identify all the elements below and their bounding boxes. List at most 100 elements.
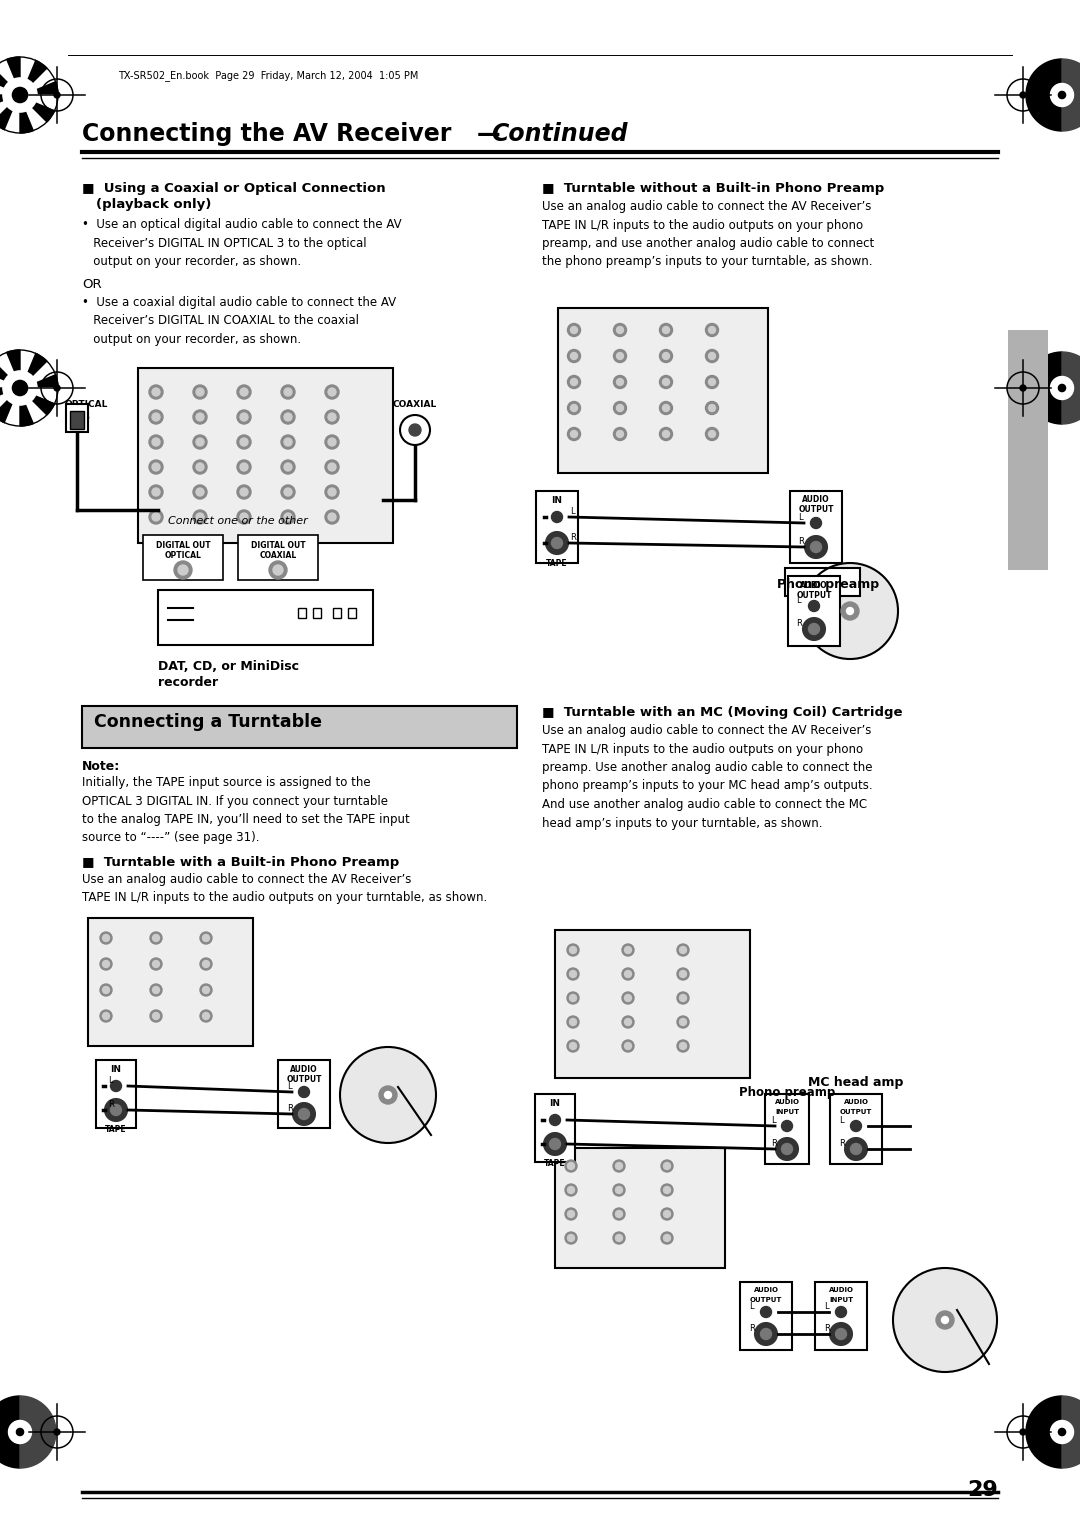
Polygon shape [21,388,55,415]
Circle shape [150,983,162,996]
Circle shape [809,600,820,611]
Text: ■  Using a Coaxial or Optical Connection: ■ Using a Coaxial or Optical Connection [82,182,386,195]
Text: MC head amp: MC head amp [808,1077,904,1089]
Text: OR: OR [82,278,102,292]
Circle shape [622,968,634,980]
Circle shape [100,1009,112,1022]
Circle shape [544,1133,566,1154]
Circle shape [3,78,37,111]
Circle shape [1051,1420,1074,1443]
Circle shape [149,435,163,449]
Polygon shape [0,81,21,95]
Circle shape [195,388,204,395]
Circle shape [328,438,336,446]
Circle shape [616,1211,622,1217]
Text: —: — [477,122,501,147]
Polygon shape [21,360,55,388]
Circle shape [565,1183,577,1196]
Circle shape [661,1208,673,1220]
Bar [740,1283,792,1350]
Text: DIGITAL OUT: DIGITAL OUT [156,541,211,550]
Circle shape [570,379,578,385]
Circle shape [661,1232,673,1245]
Circle shape [237,486,251,499]
Polygon shape [0,95,21,122]
Circle shape [567,993,579,1003]
Circle shape [328,489,336,496]
Circle shape [617,405,623,411]
Circle shape [851,1144,862,1154]
Text: OUTPUT: OUTPUT [750,1296,782,1303]
Circle shape [613,428,626,440]
Circle shape [203,986,210,994]
Circle shape [237,435,251,449]
Polygon shape [21,388,46,423]
Circle shape [193,435,207,449]
Text: OPTICAL: OPTICAL [164,551,202,560]
Circle shape [841,602,859,620]
Circle shape [705,324,718,336]
Circle shape [663,1211,671,1217]
Circle shape [782,1144,793,1154]
Circle shape [328,513,336,521]
Polygon shape [0,60,21,95]
Circle shape [281,411,295,425]
Circle shape [298,1109,310,1119]
Circle shape [12,87,28,102]
Circle shape [273,565,283,576]
Text: R: R [798,538,804,547]
Circle shape [284,463,292,470]
Text: R: R [839,1139,845,1148]
Circle shape [325,435,339,449]
Circle shape [805,536,827,557]
Circle shape [269,560,287,579]
Circle shape [340,1048,436,1144]
Polygon shape [21,95,58,110]
Circle shape [552,512,563,522]
Circle shape [567,1040,579,1052]
Circle shape [782,1121,793,1132]
Bar [66,405,87,432]
Circle shape [936,1312,954,1328]
Circle shape [755,1322,777,1345]
Circle shape [178,565,188,576]
Polygon shape [21,69,55,95]
Circle shape [567,402,581,414]
Bar [831,1093,882,1164]
Text: OUTPUT: OUTPUT [840,1109,873,1115]
Bar [298,608,306,618]
Circle shape [103,986,109,994]
Text: INPUT: INPUT [829,1296,853,1303]
Bar [765,1093,809,1164]
Circle shape [677,944,689,956]
Circle shape [284,489,292,496]
Circle shape [200,957,212,970]
Circle shape [150,931,162,944]
Circle shape [624,947,632,953]
Text: AUDIO: AUDIO [828,1287,853,1293]
Circle shape [240,513,248,521]
Circle shape [679,1019,687,1026]
Text: Use an analog audio cable to connect the AV Receiver’s
TAPE IN L/R inputs to the: Use an analog audio cable to connect the… [542,200,874,269]
Bar [558,308,768,473]
Circle shape [613,350,626,362]
Circle shape [237,460,251,473]
Circle shape [325,486,339,499]
Circle shape [193,510,207,524]
Circle shape [660,402,673,414]
Circle shape [105,1075,127,1096]
Bar [348,608,356,618]
Circle shape [569,1019,577,1026]
Circle shape [203,935,210,942]
Text: R: R [750,1324,755,1333]
Circle shape [1058,385,1066,391]
Circle shape [569,1043,577,1049]
Polygon shape [21,95,55,122]
Circle shape [152,463,160,470]
Polygon shape [21,1396,56,1467]
Circle shape [622,993,634,1003]
Circle shape [325,460,339,473]
Bar [785,568,860,596]
Bar [238,534,318,580]
Circle shape [567,350,581,362]
